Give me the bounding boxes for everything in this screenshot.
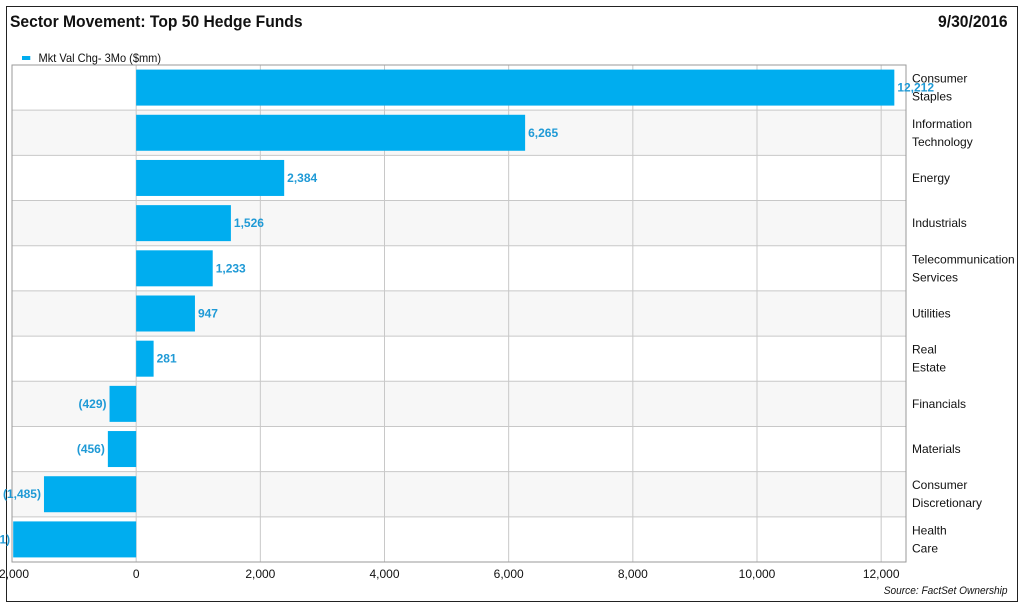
- row-band: [12, 516, 906, 562]
- bar: [136, 250, 213, 287]
- bar: [136, 159, 285, 196]
- chart-date: 9/30/2016: [938, 12, 1008, 31]
- category-label: Health Care: [912, 523, 947, 555]
- category-label: Consumer Staples: [912, 72, 967, 104]
- legend-label: Mkt Val Chg- 3Mo ($mm): [38, 51, 162, 65]
- x-tick-label: 0: [133, 567, 140, 581]
- category-label: Financials: [912, 397, 966, 411]
- bar: [136, 340, 154, 377]
- bar: [136, 295, 195, 332]
- data-label: 947: [198, 307, 218, 321]
- category-label: Industrials: [912, 216, 967, 230]
- plot-border: [11, 64, 907, 563]
- data-label: (1,981): [0, 532, 10, 546]
- chart-title: Sector Movement: Top 50 Hedge Funds: [10, 12, 303, 31]
- legend: Mkt Val Chg- 3Mo ($mm): [22, 51, 161, 65]
- bar: [107, 431, 137, 468]
- data-label: 281: [157, 352, 177, 366]
- x-tick-label: 8,000: [618, 567, 648, 581]
- data-label: 1,526: [234, 216, 264, 230]
- category-label: Information Technology: [912, 117, 973, 149]
- data-label: 12,212: [897, 81, 934, 95]
- category-label: Real Estate: [912, 343, 946, 375]
- x-tick-label: -2,000: [0, 567, 29, 581]
- data-label: (1,485): [3, 487, 41, 501]
- source-note: Source: FactSet Ownership: [884, 585, 1008, 597]
- bar: [109, 385, 137, 422]
- category-label: Telecommunication Services: [912, 252, 1015, 284]
- bar: [136, 69, 895, 106]
- data-label: 6,265: [528, 126, 558, 140]
- category-label: Consumer Discretionary: [912, 478, 982, 510]
- row-band: [12, 471, 906, 517]
- data-label: (429): [79, 397, 107, 411]
- category-label: Energy: [912, 171, 950, 185]
- row-band: [12, 426, 906, 472]
- x-tick-label: 12,000: [863, 567, 900, 581]
- data-label: (456): [77, 442, 105, 456]
- category-label: Materials: [912, 442, 961, 456]
- category-label: Utilities: [912, 307, 951, 321]
- x-tick-label: 10,000: [739, 567, 776, 581]
- x-tick-label: 4,000: [369, 567, 399, 581]
- bar: [43, 476, 137, 513]
- bar: [136, 205, 231, 242]
- x-tick-label: 2,000: [245, 567, 275, 581]
- data-label: 1,233: [216, 261, 246, 275]
- bar: [13, 521, 137, 558]
- legend-swatch: [22, 56, 31, 60]
- data-label: 2,384: [287, 171, 317, 185]
- bar: [136, 114, 526, 151]
- row-band: [12, 381, 906, 427]
- x-tick-label: 6,000: [494, 567, 524, 581]
